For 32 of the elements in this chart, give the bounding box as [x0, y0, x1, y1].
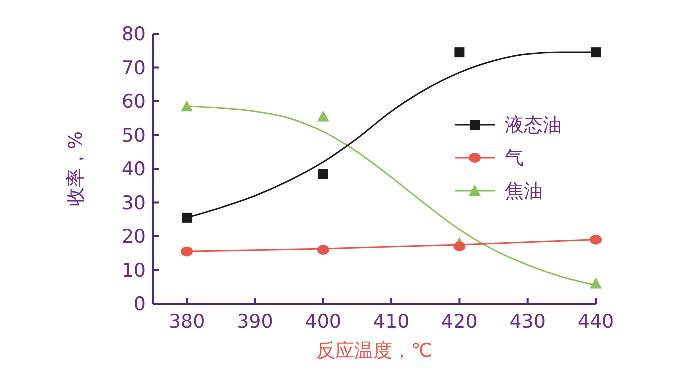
- y-axis-title: 收率，%: [65, 131, 87, 207]
- legend-label: 焦油: [505, 180, 543, 203]
- point: [590, 234, 602, 245]
- point: [317, 245, 330, 255]
- x-tick-label: 410: [373, 311, 410, 333]
- point: [591, 48, 601, 58]
- point: [181, 246, 194, 257]
- legend-label: 气: [505, 148, 524, 170]
- y-tick-label: 40: [122, 158, 146, 181]
- point: [590, 278, 602, 289]
- point: [318, 169, 328, 180]
- legend-label: 液态油: [505, 114, 562, 137]
- point: [181, 100, 194, 112]
- x-tick-label: 380: [168, 311, 206, 333]
- y-tick-label: 20: [122, 226, 146, 248]
- x-axis-title: 反应温度，℃: [316, 340, 433, 362]
- point: [454, 48, 465, 58]
- x-tick-label: 420: [442, 311, 478, 333]
- x-tick-label: 440: [578, 311, 614, 333]
- x-tick-label: 430: [510, 311, 546, 333]
- y-tick-label: 60: [122, 91, 146, 114]
- y-tick-label: 30: [122, 192, 146, 214]
- y-tick-label: 10: [122, 260, 146, 282]
- y-tick-label: 50: [122, 124, 146, 147]
- point: [454, 242, 466, 252]
- point: [182, 212, 192, 223]
- y-tick-label: 80: [122, 24, 146, 46]
- point: [317, 110, 330, 122]
- y-tick-label: 0: [134, 294, 146, 316]
- x-tick-label: 400: [305, 311, 342, 333]
- x-tick-label: 390: [237, 311, 274, 333]
- y-tick-label: 70: [122, 57, 146, 80]
